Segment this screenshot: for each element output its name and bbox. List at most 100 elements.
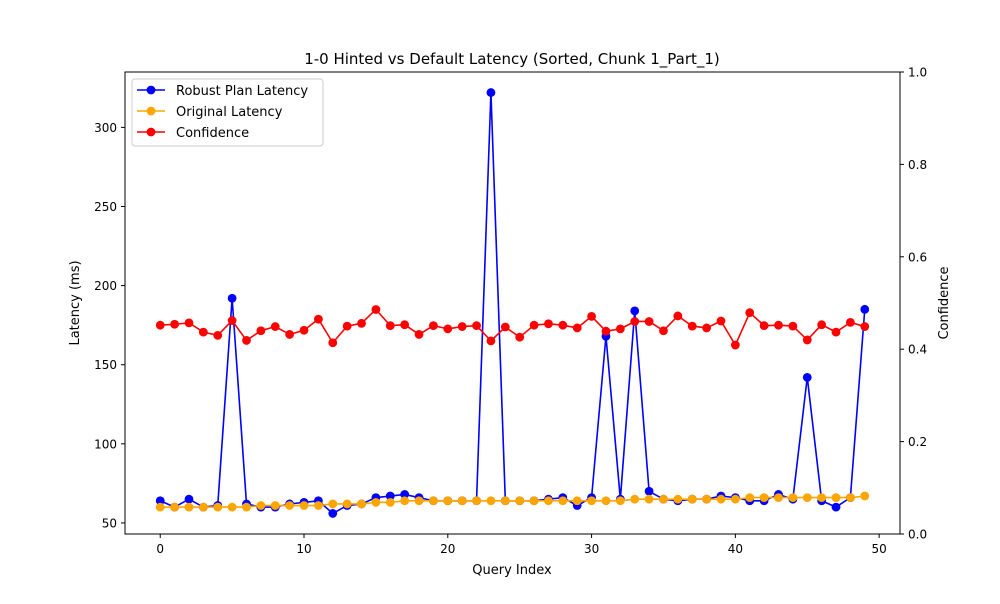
y-axis-title: Latency (ms) (68, 260, 83, 345)
data-point-confidence (357, 318, 366, 328)
data-point-confidence (285, 330, 295, 339)
data-point-robust-plan-latency (155, 496, 165, 506)
data-point-original-latency (198, 502, 208, 512)
data-point-original-latency (443, 496, 453, 506)
y2-tick-label: 1.0 (908, 66, 927, 80)
data-point-confidence (529, 320, 539, 330)
data-point-confidence (615, 324, 625, 334)
data-point-robust-plan-latency (400, 490, 410, 499)
data-point-original-latency (342, 499, 352, 509)
data-point-original-latency (860, 491, 870, 501)
data-point-original-latency (572, 496, 582, 506)
data-point-confidence (371, 305, 381, 314)
data-point-confidence (831, 327, 841, 337)
series-confidence (155, 305, 870, 350)
data-point-original-latency (357, 499, 366, 509)
chart-title: 1-0 Hinted vs Default Latency (Sorted, C… (304, 50, 720, 69)
x-tick-label: 10 (296, 542, 311, 556)
legend-label-robust: Robust Plan Latency (176, 84, 308, 99)
data-point-confidence (198, 327, 208, 337)
data-point-original-latency (802, 493, 812, 503)
data-point-robust-plan-latency (802, 372, 812, 382)
data-point-confidence (558, 320, 568, 330)
legend: Robust Plan Latency Original Latency Con… (131, 78, 324, 147)
y2-tick-label: 0.0 (908, 528, 927, 542)
data-point-confidence (817, 320, 827, 330)
x-axis-title: Query Index (472, 563, 552, 578)
data-point-confidence (774, 320, 783, 330)
data-point-original-latency (371, 497, 381, 507)
data-point-confidence (414, 330, 424, 339)
y-axis-right: 0.0 0.2 0.4 0.6 0.8 1.0 (900, 66, 927, 542)
data-point-confidence (457, 322, 467, 331)
data-point-confidence (730, 340, 740, 350)
data-point-confidence (227, 316, 237, 325)
data-point-original-latency (788, 493, 798, 503)
data-point-original-latency (256, 501, 266, 510)
data-point-original-latency (270, 501, 280, 510)
data-point-confidence (313, 314, 323, 324)
y2-tick-label: 0.8 (908, 158, 927, 172)
data-point-confidence (601, 326, 611, 336)
data-point-original-latency (414, 496, 424, 506)
data-point-confidence (328, 338, 338, 348)
data-point-original-latency (630, 494, 640, 504)
data-point-confidence (299, 325, 309, 335)
data-point-confidence (184, 318, 194, 328)
data-point-original-latency (702, 494, 712, 504)
legend-marker-robust (146, 85, 156, 95)
data-point-robust-plan-latency (644, 486, 654, 496)
data-point-robust-plan-latency (385, 491, 395, 501)
x-tick-label: 40 (728, 542, 743, 556)
data-point-confidence (716, 316, 726, 326)
legend-marker-confidence (146, 127, 156, 137)
legend-box (131, 78, 324, 147)
data-point-confidence (486, 336, 496, 346)
data-point-original-latency (845, 493, 855, 503)
data-point-confidence (385, 321, 395, 331)
x-tick-label: 30 (584, 542, 599, 556)
data-point-original-latency (213, 502, 223, 512)
y2-tick-label: 0.4 (908, 343, 927, 357)
data-point-original-latency (227, 502, 237, 512)
data-point-original-latency (644, 494, 654, 504)
data-point-confidence (572, 323, 582, 333)
x-tick-label: 50 (872, 542, 887, 556)
data-point-original-latency (170, 502, 180, 512)
data-point-confidence (515, 332, 525, 342)
data-point-original-latency (687, 494, 697, 504)
data-point-confidence (342, 321, 352, 331)
data-point-confidence (687, 321, 697, 331)
data-point-robust-plan-latency (328, 509, 338, 518)
data-point-confidence (500, 322, 510, 332)
x-tick-label: 20 (440, 542, 455, 556)
data-point-confidence (443, 324, 453, 334)
series-layer (155, 88, 870, 518)
legend-label-original: Original Latency (176, 105, 283, 120)
data-point-confidence (788, 321, 798, 331)
legend-label-confidence: Confidence (176, 126, 249, 141)
data-point-robust-plan-latency (486, 88, 496, 97)
data-point-original-latency (313, 501, 323, 510)
data-point-confidence (256, 326, 266, 336)
data-point-robust-plan-latency (184, 494, 194, 504)
data-point-robust-plan-latency (630, 306, 640, 316)
data-point-confidence (644, 317, 654, 326)
data-point-confidence (673, 311, 683, 321)
data-point-confidence (170, 319, 180, 329)
y-tick-label: 300 (94, 121, 117, 135)
data-point-robust-plan-latency (227, 293, 237, 303)
data-point-confidence (155, 320, 165, 330)
data-point-robust-plan-latency (860, 304, 870, 314)
data-point-original-latency (730, 494, 740, 504)
data-point-original-latency (817, 493, 827, 503)
data-point-original-latency (615, 496, 625, 506)
y-tick-label: 150 (94, 358, 117, 372)
data-point-original-latency (299, 501, 309, 510)
series-original-latency (155, 491, 870, 512)
y2-axis-title: Confidence (937, 266, 952, 339)
y2-tick-label: 0.6 (908, 250, 927, 264)
legend-marker-original (146, 106, 156, 116)
data-point-original-latency (429, 496, 438, 506)
